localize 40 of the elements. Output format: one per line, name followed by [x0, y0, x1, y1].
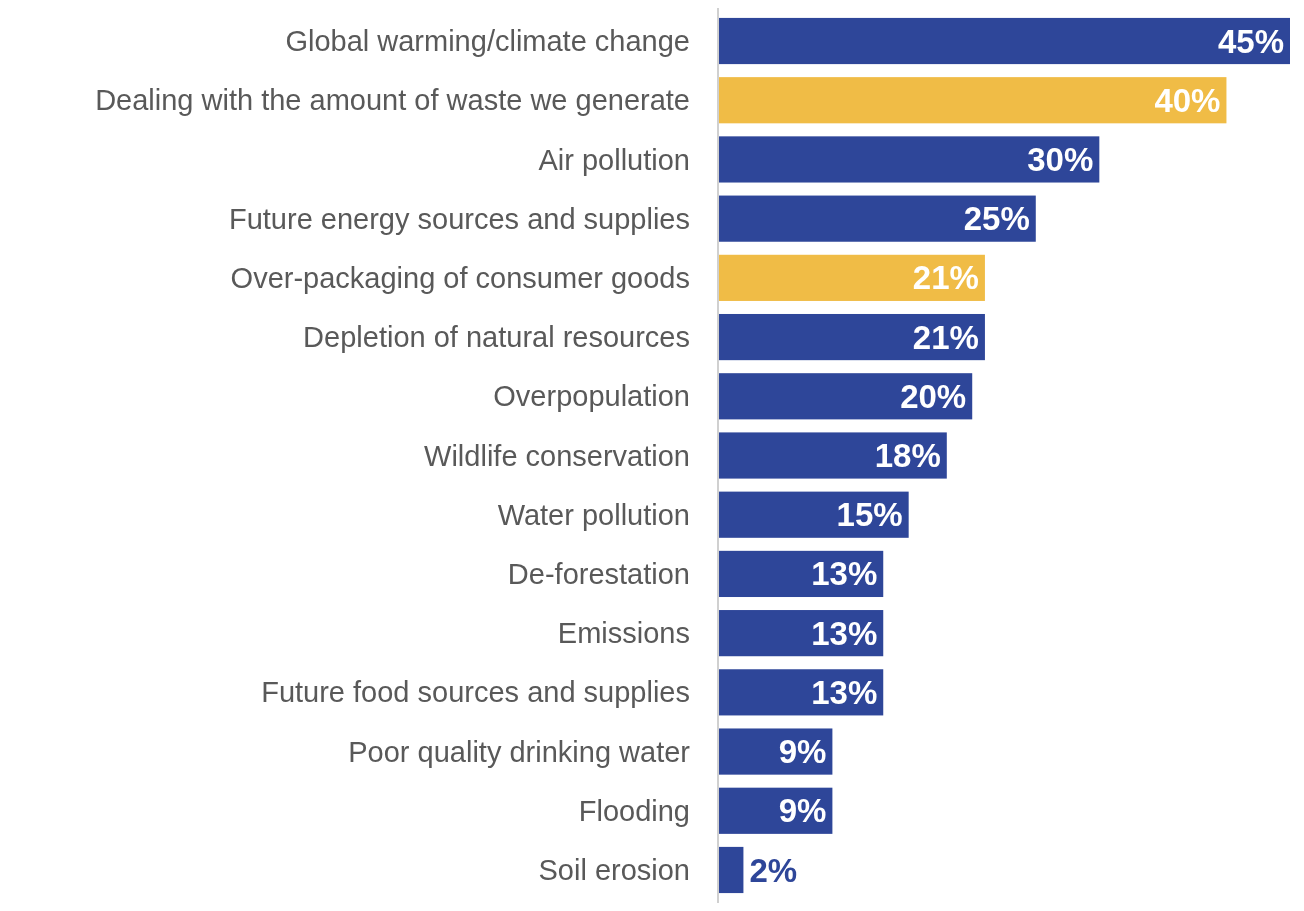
data-label: 9% — [778, 792, 827, 830]
y-tick-label: De-forestation — [507, 558, 690, 591]
bar — [718, 491, 909, 538]
data-label: 13% — [811, 673, 878, 711]
y-tick-label: Flooding — [578, 794, 690, 827]
y-tick-label: Future energy sources and supplies — [228, 202, 690, 235]
data-label: 13% — [811, 555, 878, 593]
data-label: 45% — [1217, 22, 1284, 60]
data-label: 15% — [836, 496, 903, 534]
bar — [718, 136, 1100, 183]
y-tick-label: Soil erosion — [538, 854, 690, 887]
y-tick-label: Global warming/climate change — [285, 25, 690, 58]
bar — [718, 373, 973, 420]
bar — [718, 846, 744, 894]
bar — [718, 195, 1036, 242]
bar — [718, 313, 985, 361]
bar — [718, 77, 1227, 124]
data-label: 2% — [749, 851, 798, 889]
data-label: 25% — [963, 200, 1030, 238]
y-tick-label: Depletion of natural resources — [303, 321, 690, 354]
y-tick-label: Dealing with the amount of waste we generate — [95, 84, 690, 117]
y-tick-label: Air pollution — [538, 143, 690, 176]
data-label: 21% — [912, 259, 979, 297]
y-tick-label: Poor quality drinking water — [348, 735, 691, 768]
bar — [718, 432, 947, 479]
y-tick-label: Emissions — [557, 617, 690, 650]
y-tick-label: Future food sources and supplies — [261, 676, 690, 709]
data-label: 40% — [1154, 81, 1221, 119]
data-label: 13% — [811, 614, 878, 652]
data-label: 18% — [874, 437, 941, 475]
y-tick-label: Water pollution — [497, 498, 690, 531]
y-tick-label: Over-packaging of consumer goods — [230, 262, 690, 295]
bar — [718, 17, 1290, 65]
y-tick-label: Overpopulation — [493, 380, 690, 413]
bar — [718, 254, 985, 301]
data-label: 21% — [912, 318, 979, 356]
data-label: 30% — [1027, 140, 1094, 178]
data-label: 20% — [900, 377, 967, 415]
data-label: 9% — [778, 733, 827, 771]
y-tick-label: Wildlife conservation — [424, 439, 690, 472]
